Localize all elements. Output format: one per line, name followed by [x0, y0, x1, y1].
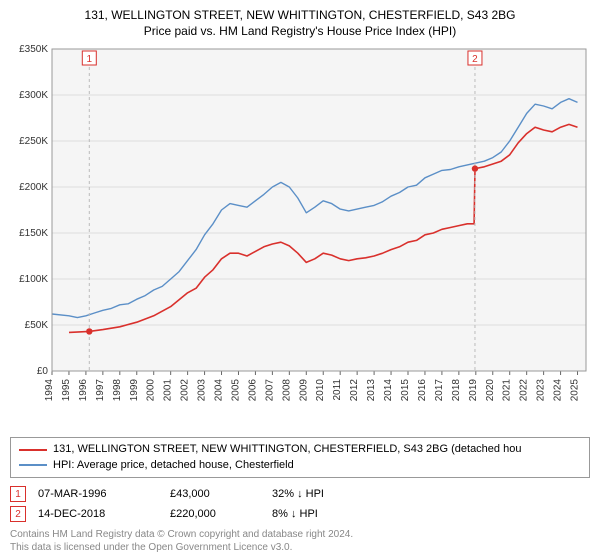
sale-date-1: 07-MAR-1996	[38, 488, 158, 500]
svg-text:2013: 2013	[366, 379, 377, 402]
svg-text:£50K: £50K	[25, 320, 49, 331]
svg-text:1998: 1998	[112, 379, 123, 402]
sale-date-2: 14-DEC-2018	[38, 508, 158, 520]
chart-container: 131, WELLINGTON STREET, NEW WHITTINGTON,…	[0, 0, 600, 560]
sale-rel-1: 32% ↓ HPI	[272, 488, 324, 500]
title-subtitle: Price paid vs. HM Land Registry's House …	[10, 24, 590, 40]
svg-text:1994: 1994	[44, 379, 55, 402]
svg-text:2024: 2024	[553, 379, 564, 402]
svg-text:2010: 2010	[315, 379, 326, 402]
svg-text:1999: 1999	[129, 379, 140, 402]
svg-text:2000: 2000	[146, 379, 157, 402]
svg-text:2006: 2006	[247, 379, 258, 402]
svg-text:2002: 2002	[180, 379, 191, 402]
sale-row-2: 2 14-DEC-2018 £220,000 8% ↓ HPI	[10, 504, 590, 524]
svg-text:£0: £0	[37, 366, 49, 377]
legend-label-hpi: HPI: Average price, detached house, Ches…	[53, 458, 294, 473]
svg-text:2016: 2016	[417, 379, 428, 402]
svg-text:£300K: £300K	[19, 90, 48, 101]
svg-text:2022: 2022	[519, 379, 530, 402]
svg-text:1996: 1996	[78, 379, 89, 402]
legend-row-hpi: HPI: Average price, detached house, Ches…	[19, 458, 581, 473]
legend-swatch-hpi	[19, 464, 47, 466]
svg-text:2021: 2021	[502, 379, 513, 402]
svg-text:2011: 2011	[332, 379, 343, 401]
svg-text:2004: 2004	[214, 379, 225, 402]
svg-text:£100K: £100K	[19, 274, 48, 285]
svg-text:2019: 2019	[468, 379, 479, 402]
sale-marker-2: 2	[10, 506, 26, 522]
svg-text:2001: 2001	[163, 379, 174, 402]
footer-line1: Contains HM Land Registry data © Crown c…	[10, 528, 590, 541]
svg-text:2007: 2007	[264, 379, 275, 402]
svg-text:2020: 2020	[485, 379, 496, 402]
svg-text:1: 1	[87, 54, 93, 65]
svg-text:2023: 2023	[536, 379, 547, 402]
svg-text:2012: 2012	[349, 379, 360, 402]
svg-text:£350K: £350K	[19, 44, 48, 55]
sale-price-2: £220,000	[170, 508, 260, 520]
svg-text:2009: 2009	[298, 379, 309, 402]
svg-text:1995: 1995	[61, 379, 72, 402]
svg-text:£200K: £200K	[19, 182, 48, 193]
title-address: 131, WELLINGTON STREET, NEW WHITTINGTON,…	[10, 8, 590, 24]
legend: 131, WELLINGTON STREET, NEW WHITTINGTON,…	[10, 437, 590, 478]
svg-text:2017: 2017	[434, 379, 445, 402]
sale-row-1: 1 07-MAR-1996 £43,000 32% ↓ HPI	[10, 484, 590, 504]
chart-plot-area: £0 £50K £100K £150K £200K £250K £300K £350K 1994…	[10, 43, 590, 431]
line-chart-svg: £0 £50K £100K £150K £200K £250K £300K £350K 1994…	[10, 43, 590, 403]
footer-line2: This data is licensed under the Open Gov…	[10, 541, 590, 554]
footer-attribution: Contains HM Land Registry data © Crown c…	[10, 528, 590, 554]
sale-marker-1: 1	[10, 486, 26, 502]
svg-text:2005: 2005	[230, 379, 241, 402]
svg-text:£150K: £150K	[19, 228, 48, 239]
svg-text:2015: 2015	[400, 379, 411, 402]
legend-swatch-property	[19, 449, 47, 451]
svg-text:2025: 2025	[570, 379, 581, 402]
svg-text:2003: 2003	[197, 379, 208, 402]
sales-table: 1 07-MAR-1996 £43,000 32% ↓ HPI 2 14-DEC…	[10, 484, 590, 524]
sale-rel-2: 8% ↓ HPI	[272, 508, 318, 520]
svg-text:£250K: £250K	[19, 136, 48, 147]
svg-text:2014: 2014	[383, 379, 394, 402]
legend-row-property: 131, WELLINGTON STREET, NEW WHITTINGTON,…	[19, 442, 581, 457]
chart-title: 131, WELLINGTON STREET, NEW WHITTINGTON,…	[10, 8, 590, 39]
svg-text:2: 2	[472, 54, 478, 65]
legend-label-property: 131, WELLINGTON STREET, NEW WHITTINGTON,…	[53, 442, 521, 457]
sale-price-1: £43,000	[170, 488, 260, 500]
svg-text:1997: 1997	[95, 379, 106, 402]
svg-text:2008: 2008	[281, 379, 292, 402]
svg-text:2018: 2018	[451, 379, 462, 402]
